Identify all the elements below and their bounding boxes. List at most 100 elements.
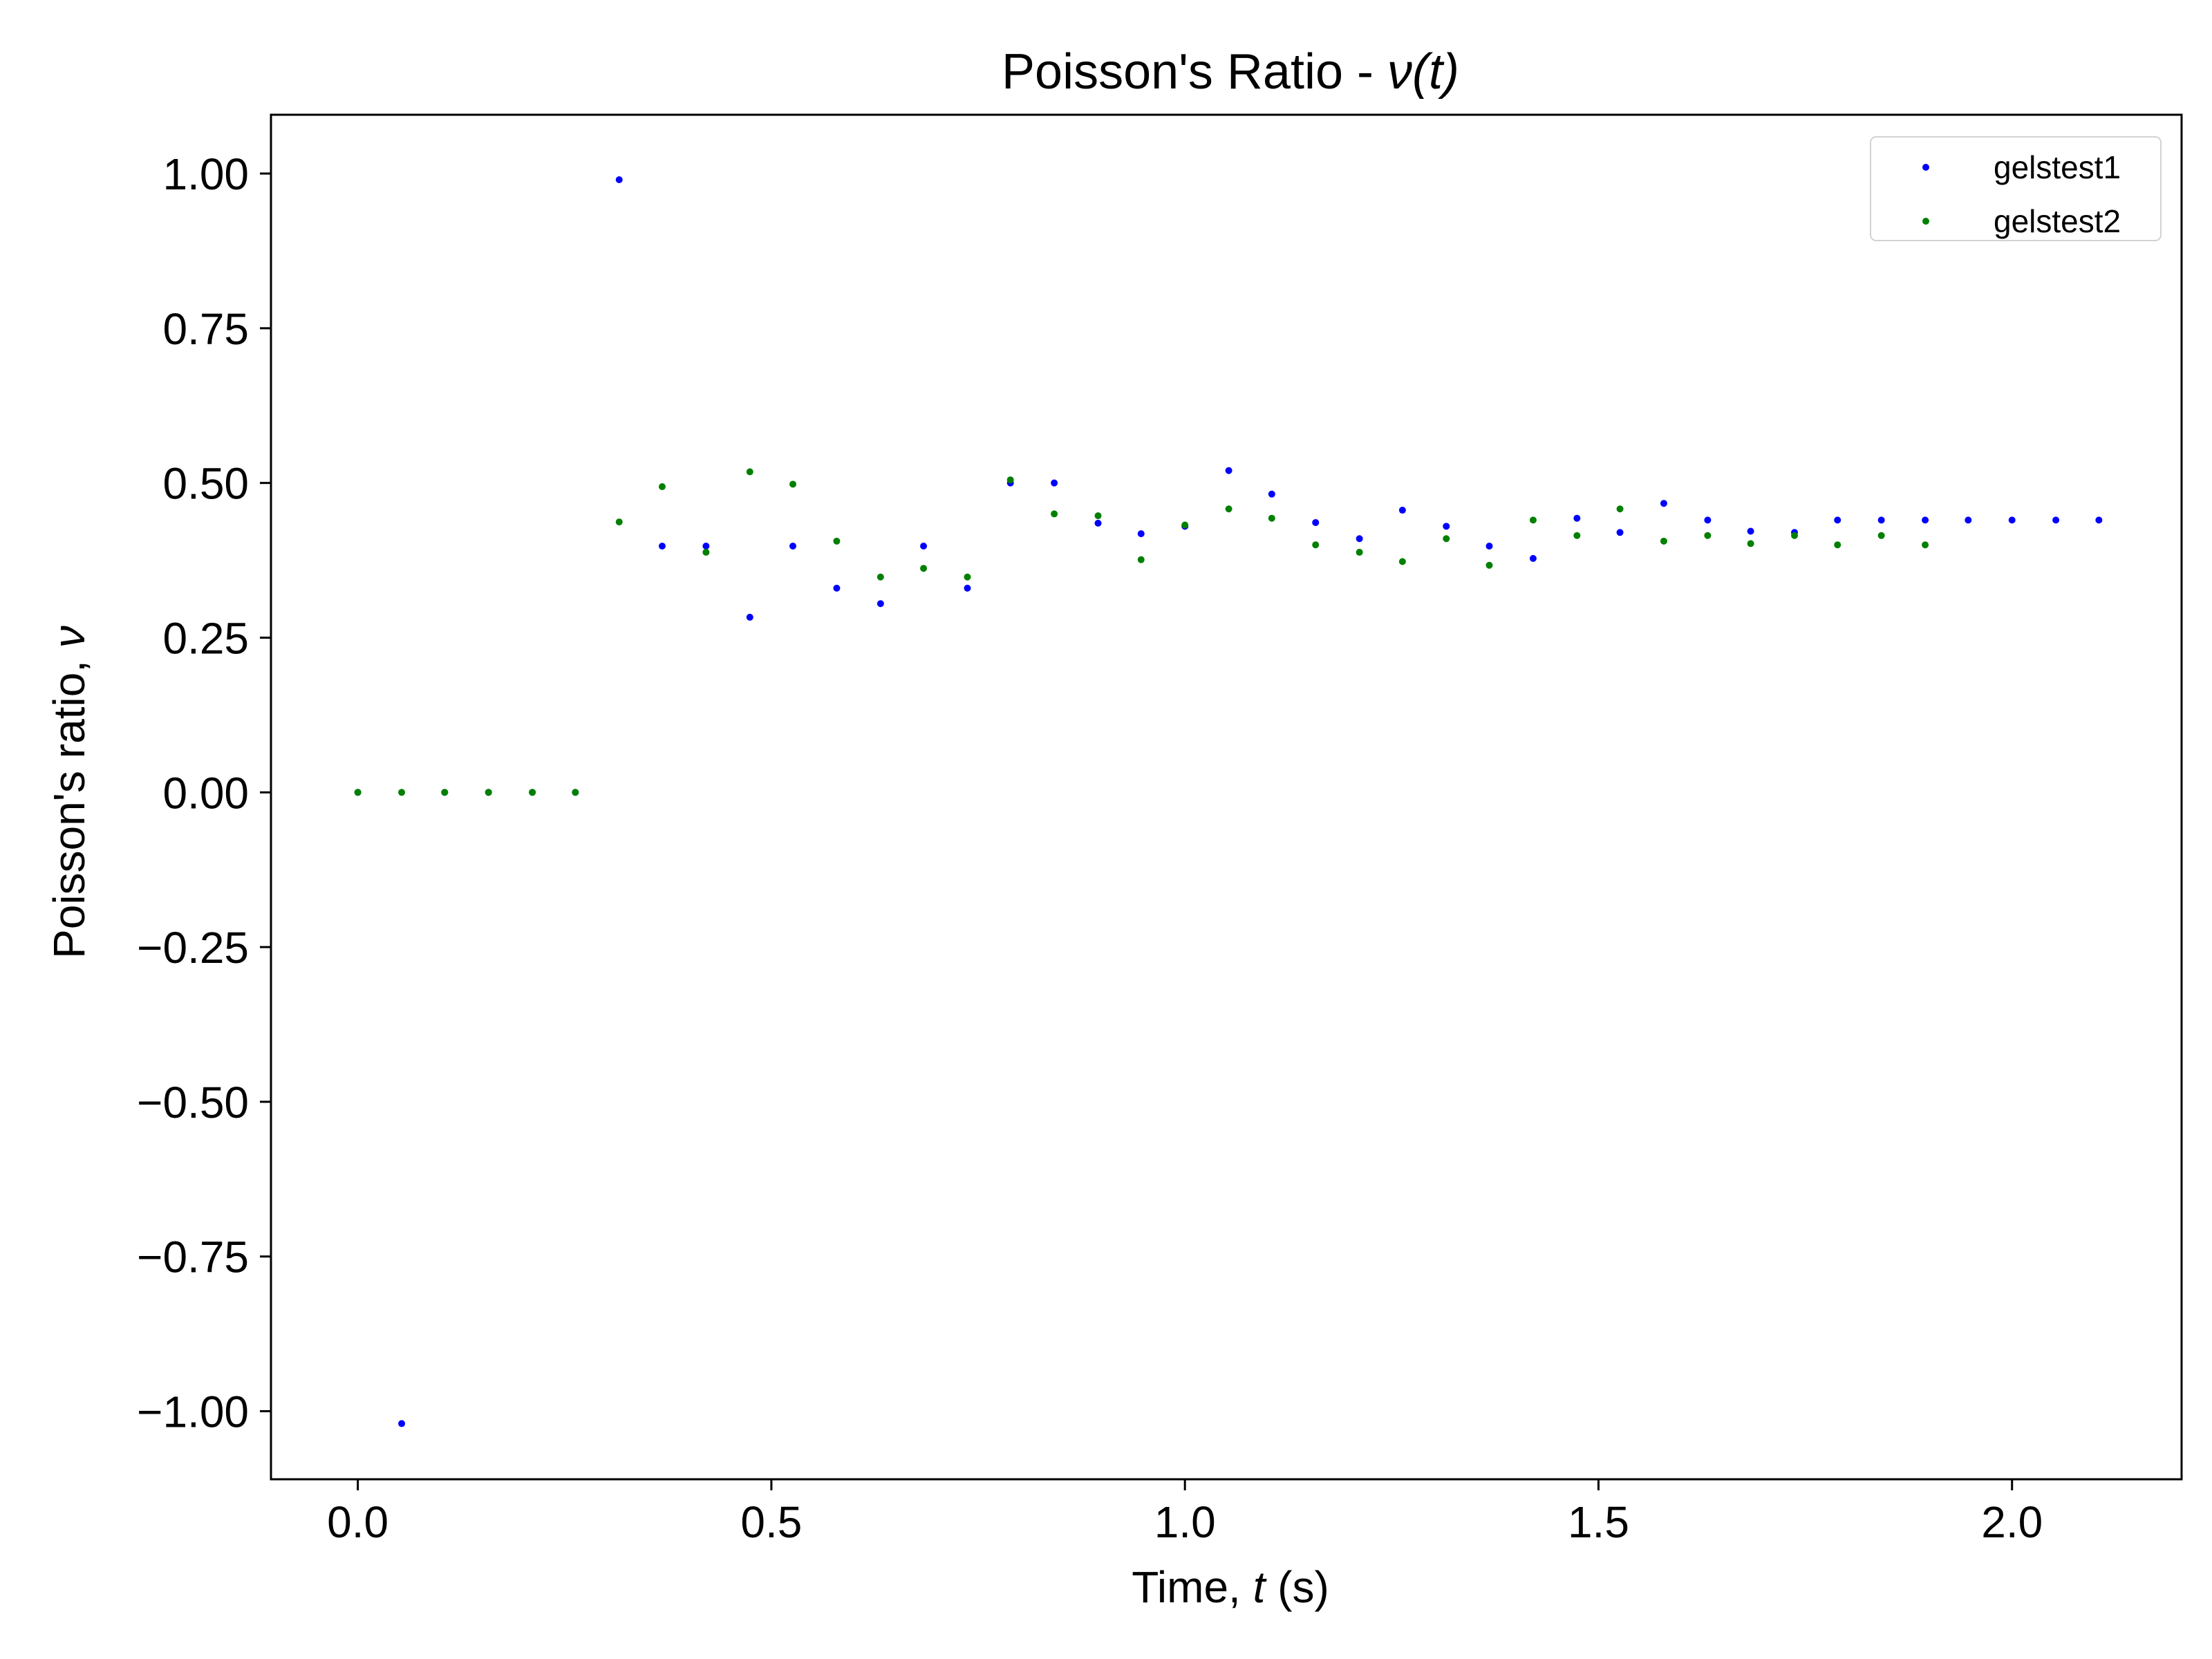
data-point	[1616, 529, 1624, 536]
y-tick-label: 0.50	[162, 459, 249, 509]
data-point	[572, 789, 579, 796]
data-point	[877, 573, 884, 581]
data-point	[1834, 541, 1841, 549]
data-point	[1137, 556, 1145, 563]
data-point	[1356, 535, 1363, 543]
data-point	[1268, 514, 1275, 522]
data-point	[1834, 516, 1841, 524]
series-gelstest2	[354, 468, 1929, 796]
x-tick-label: 1.0	[1154, 1497, 1216, 1547]
data-point	[658, 542, 666, 550]
x-tick-label: 2.0	[1981, 1497, 2043, 1547]
data-point	[1094, 512, 1102, 520]
y-tick-label: −0.75	[137, 1232, 249, 1282]
legend-marker	[1922, 164, 1929, 171]
y-tick-label: −1.00	[137, 1387, 249, 1437]
y-tick-label: 0.25	[162, 613, 249, 663]
data-point	[441, 789, 449, 796]
data-point	[1660, 500, 1667, 507]
data-point	[789, 542, 797, 550]
y-tick-label: −0.25	[137, 923, 249, 973]
data-point	[1529, 516, 1537, 524]
data-point	[1485, 561, 1493, 569]
data-point	[1529, 554, 1537, 562]
data-point	[964, 573, 971, 581]
series-gelstest1	[354, 176, 2103, 1427]
y-axis-label-text: Poisson's ratio,	[44, 648, 94, 959]
data-point	[789, 480, 797, 488]
data-point	[1137, 530, 1145, 538]
data-point	[920, 542, 928, 550]
data-point	[1356, 548, 1363, 556]
legend: gelstest1 gelstest2	[1870, 136, 2162, 241]
data-point	[920, 565, 928, 572]
data-point	[1398, 558, 1406, 565]
data-point	[1616, 505, 1624, 513]
plot-area: 0.0 0.5 1.0 1.5 2.0 1.00 0.75 0.50 0.25 0.00 −0.25…	[137, 113, 2183, 1547]
data-point	[746, 468, 753, 476]
y-tick-label: 0.00	[162, 768, 249, 818]
data-point	[1268, 490, 1275, 498]
data-point	[1006, 476, 1014, 484]
chart-title: Poisson's Ratio - ν(t)	[1002, 44, 1459, 100]
data-point	[1225, 505, 1232, 513]
x-tick-label: 1.5	[1568, 1497, 1629, 1547]
legend-box	[1870, 136, 2162, 241]
x-axis-label: Time, t (s)	[1132, 1562, 1329, 1612]
legend-label: gelstest2	[1994, 203, 2121, 239]
data-point	[1225, 467, 1232, 474]
data-point	[1704, 516, 1712, 524]
data-point	[1443, 535, 1450, 543]
data-point	[833, 537, 841, 545]
data-point	[746, 613, 753, 621]
data-point	[833, 584, 841, 592]
data-point	[1312, 518, 1320, 526]
data-point	[1922, 541, 1929, 549]
data-point	[2052, 516, 2060, 524]
legend-marker	[1922, 218, 1929, 225]
data-point	[1573, 514, 1581, 522]
data-point	[1791, 532, 1799, 539]
data-point	[1312, 541, 1320, 549]
y-axis-label-math: ν	[44, 626, 94, 648]
data-point	[1747, 527, 1754, 535]
chart-title-text: Poisson's Ratio -	[1002, 44, 1387, 100]
x-tick-label: 0.0	[327, 1497, 388, 1547]
data-point	[1051, 510, 1058, 518]
data-point	[1485, 542, 1493, 550]
data-point	[398, 789, 406, 796]
data-point	[1051, 479, 1058, 487]
plot-frame	[270, 113, 2183, 1481]
data-point	[1094, 519, 1102, 527]
x-axis-label-math: t	[1253, 1562, 1267, 1612]
x-axis-label-unit: (s)	[1265, 1562, 1329, 1612]
x-tick-label: 0.5	[740, 1497, 802, 1547]
data-point	[964, 584, 971, 592]
data-point	[658, 483, 666, 491]
data-point	[398, 1420, 406, 1427]
data-point	[529, 789, 536, 796]
data-point	[2095, 516, 2103, 524]
data-point	[1398, 507, 1406, 514]
data-point	[1922, 516, 1929, 524]
data-point	[1573, 532, 1581, 539]
data-point	[2008, 516, 2016, 524]
x-axis-label-text: Time,	[1132, 1562, 1253, 1612]
y-axis-label: Poisson's ratio, ν	[44, 626, 94, 959]
data-point	[1965, 516, 1972, 524]
data-point	[1704, 532, 1712, 539]
legend-label: gelstest1	[1994, 149, 2121, 185]
data-point	[1443, 523, 1450, 530]
y-tick-label: 0.75	[162, 304, 249, 354]
data-point	[615, 518, 623, 526]
data-point	[1877, 532, 1885, 539]
y-tick-label: 1.00	[162, 149, 249, 199]
data-point	[1877, 516, 1885, 524]
data-point	[702, 548, 710, 556]
y-tick-label: −0.50	[137, 1078, 249, 1127]
data-point	[1181, 521, 1189, 529]
data-point	[615, 176, 623, 183]
data-point	[1747, 540, 1754, 547]
